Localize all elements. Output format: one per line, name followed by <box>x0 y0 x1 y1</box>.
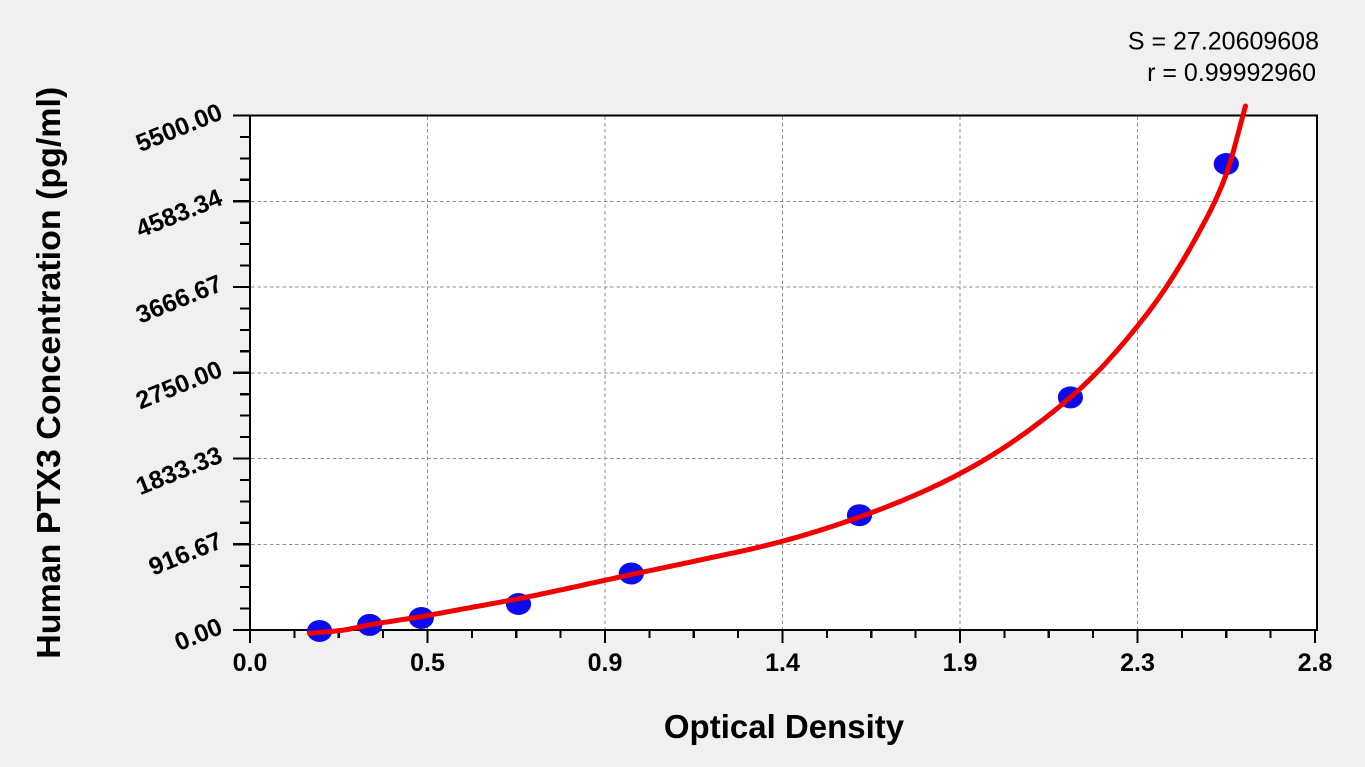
svg-text:1.4: 1.4 <box>765 649 800 677</box>
svg-text:1.9: 1.9 <box>943 649 978 677</box>
svg-text:S = 27.20609608: S = 27.20609608 <box>1128 28 1319 56</box>
svg-text:0.5: 0.5 <box>410 649 445 677</box>
svg-text:2.8: 2.8 <box>1298 649 1333 677</box>
svg-text:0.9: 0.9 <box>588 649 623 677</box>
svg-text:2.3: 2.3 <box>1120 649 1155 677</box>
svg-text:Optical Density: Optical Density <box>664 708 905 745</box>
svg-text:Human PTX3 Concentration (pg/m: Human PTX3 Concentration (pg/ml) <box>31 87 68 659</box>
svg-text:0.0: 0.0 <box>233 649 268 677</box>
svg-text:r = 0.99992960: r = 0.99992960 <box>1147 59 1316 87</box>
